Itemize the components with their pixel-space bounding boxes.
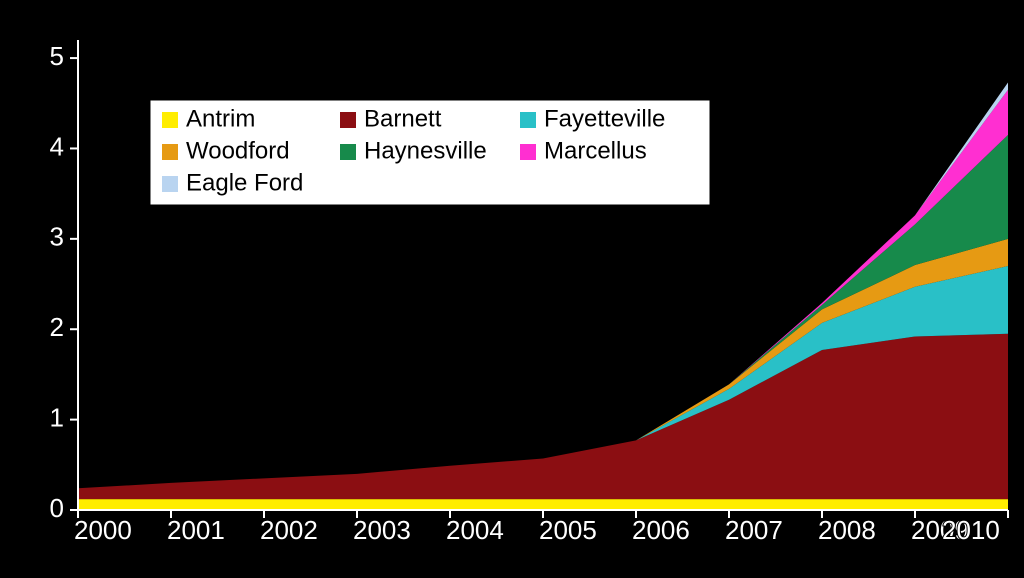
legend: Antrim Barnett Fayetteville Woodford Haynesv…: [150, 100, 710, 205]
area-series: [78, 499, 1008, 510]
legend-label: Marcellus: [544, 137, 647, 164]
y-tick-label: 2: [50, 312, 64, 342]
legend-label: Haynesville: [364, 137, 487, 164]
x-tick-label: 2008: [818, 515, 876, 545]
y-tick-label: 3: [50, 222, 64, 252]
stacked-area-chart: 0 1 2 3 4 5 2000 2001 2002 2003 2004 2005 2006 2007 20…: [0, 0, 1024, 578]
legend-swatch: [340, 112, 356, 128]
y-tick-label: 5: [50, 41, 64, 71]
legend-swatch: [162, 112, 178, 128]
legend-label: Barnett: [364, 105, 442, 132]
x-tick-label: 2003: [353, 515, 411, 545]
x-tick-label: 2001: [167, 515, 225, 545]
x-tick-label: 2006: [632, 515, 690, 545]
x-tick-label: 2000: [74, 515, 132, 545]
x-tick-label: 2007: [725, 515, 783, 545]
legend-label: Woodford: [186, 137, 290, 164]
legend-swatch: [162, 176, 178, 192]
legend-swatch: [340, 144, 356, 160]
legend-label: Antrim: [186, 105, 255, 132]
chart-svg: 0 1 2 3 4 5 2000 2001 2002 2003 2004 2005 2006 2007 20…: [0, 0, 1024, 578]
x-tick-label: 2002: [260, 515, 318, 545]
x-tick-label: 2005: [539, 515, 597, 545]
legend-swatch: [520, 112, 536, 128]
legend-label: Fayetteville: [544, 105, 665, 132]
x-tick-label: 2010: [942, 515, 1000, 545]
legend-swatch: [162, 144, 178, 160]
y-tick-label: 4: [50, 131, 64, 161]
area-series: [78, 334, 1008, 499]
legend-swatch: [520, 144, 536, 160]
legend-label: Eagle Ford: [186, 169, 303, 196]
y-tick-label: 1: [50, 402, 64, 432]
y-tick-label: 0: [50, 493, 64, 523]
x-tick-label: 2004: [446, 515, 504, 545]
